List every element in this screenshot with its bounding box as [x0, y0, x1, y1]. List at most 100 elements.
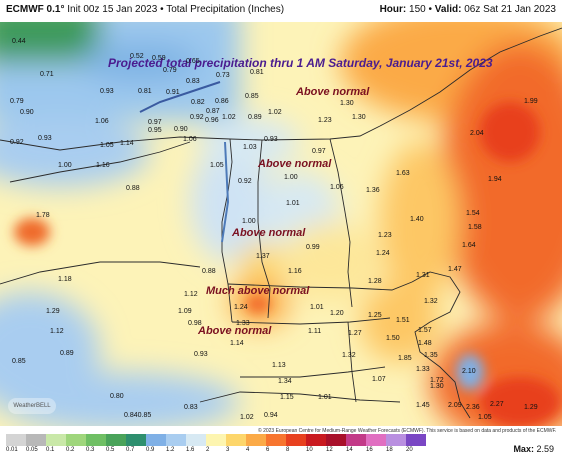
colorbar-swatch — [246, 434, 266, 446]
precip-value: 1.58 — [468, 224, 482, 231]
precip-value: 1.63 — [396, 170, 410, 177]
copyright-text: © 2023 European Centre for Medium-Range … — [258, 428, 557, 434]
precip-value: 0.83 — [184, 404, 198, 411]
precip-value: 1.02 — [222, 114, 236, 121]
colorbar-tick-label: 0.9 — [146, 447, 155, 453]
border-nh-me — [329, 138, 353, 308]
precip-value: 0.79 — [163, 67, 177, 74]
colorbar-tick-label: 6 — [266, 447, 270, 453]
precip-value: 1.33 — [236, 320, 250, 327]
precip-value: 1.00 — [284, 174, 298, 181]
colorbar-swatch — [146, 434, 166, 446]
colorbar-swatch — [366, 434, 386, 446]
colorbar-swatch — [206, 434, 226, 446]
precip-value: 1.20 — [330, 310, 344, 317]
precip-value: 0.65 — [186, 58, 200, 65]
precip-value: 0.93 — [264, 136, 278, 143]
precip-value: 1.27 — [348, 330, 362, 337]
precip-value: 0.44 — [12, 38, 26, 45]
colorbar-tick-label: 12 — [326, 447, 333, 453]
colorbar-tick-label: 0.2 — [66, 447, 75, 453]
precip-value: 0.99 — [306, 244, 320, 251]
precip-value: 0.92 — [190, 114, 204, 121]
colorbar-tick-label: 14 — [346, 447, 353, 453]
precip-value: 0.93 — [194, 351, 208, 358]
precip-value: 1.24 — [376, 250, 390, 257]
colorbar-swatch — [66, 434, 86, 446]
valid-label: Valid: — [434, 4, 462, 15]
model-name: ECMWF 0.1° — [6, 4, 65, 15]
precip-value: 1.00 — [242, 218, 256, 225]
precip-value: 1.15 — [280, 394, 294, 401]
precip-value: 0.88 — [202, 268, 216, 275]
colorbar-tick-label: 2 — [206, 447, 210, 453]
precip-value: 1.54 — [466, 210, 480, 217]
precip-value: 1.31 — [416, 272, 430, 279]
colorbar-swatch — [6, 434, 26, 446]
precip-value: 1.78 — [36, 212, 50, 219]
precip-value: 1.23 — [378, 232, 392, 239]
precip-value: 1.01 — [310, 304, 324, 311]
precip-value: 1.05 — [100, 142, 114, 149]
colorbar-tick-label: 0.01 — [6, 447, 18, 453]
precip-value: 1.72 — [430, 377, 444, 384]
precip-value: 2.36 — [466, 404, 480, 411]
precip-value: 0.82 — [191, 99, 205, 106]
header-right: Hour: 150 • Valid: 06z Sat 21 Jan 2023 — [379, 4, 556, 15]
max-label: Max: — [513, 444, 534, 454]
precip-value: 2.27 — [490, 401, 504, 408]
precip-value: 0.52 — [130, 53, 144, 60]
precip-value: 1.11 — [308, 328, 322, 335]
colorbar-ticks: 0.01 0.05 0.1 0.2 0.3 0.5 0.7 0.9 1.2 1.6 2 3 4 6 8 10 1… — [6, 447, 426, 457]
precip-value: 0.92 — [238, 178, 252, 185]
precip-value: 1.02 — [268, 109, 282, 116]
precip-value: 0.73 — [216, 72, 230, 79]
precip-value: 0.88 — [126, 185, 140, 192]
precip-value: 1.32 — [342, 352, 356, 359]
region-label: Above normal — [198, 325, 272, 337]
precip-value: 0.71 — [40, 71, 54, 78]
precip-value: 1.47 — [448, 266, 462, 273]
precip-value: 1.24 — [234, 304, 248, 311]
precip-value: 0.94 — [264, 412, 278, 419]
precip-value: 1.99 — [524, 98, 538, 105]
lake-champlain — [221, 141, 230, 243]
precip-value: 1.30 — [340, 100, 354, 107]
colorbar-tick-label: 0.3 — [86, 447, 95, 453]
colorbar-swatch — [326, 434, 346, 446]
precip-value: 0.90 — [20, 109, 34, 116]
lake-ontario-shore — [9, 141, 191, 183]
precip-value: 1.14 — [120, 140, 134, 147]
precip-value: 0.93 — [100, 88, 114, 95]
colorbar-tick-label: 3 — [226, 447, 230, 453]
precip-value: 0.85 — [12, 358, 26, 365]
colorbar-tick-label: 0.7 — [126, 447, 135, 453]
boundaries — [0, 27, 562, 419]
precip-value: 1.30 — [352, 114, 366, 121]
precip-value: 1.45 — [416, 402, 430, 409]
border-vt-nh — [257, 139, 271, 319]
border-ct-north — [240, 366, 386, 378]
precip-value: 0.83 — [186, 78, 200, 85]
precip-value: 0.98 — [188, 320, 202, 327]
border-canada-us — [0, 27, 562, 151]
precip-value: 1.37 — [256, 253, 270, 260]
precip-value: 0.96 — [205, 117, 219, 124]
colorbar-swatch — [306, 434, 326, 446]
colorbar-swatch — [186, 434, 206, 446]
colorbar-tick-label: 0.1 — [46, 447, 55, 453]
hour-value: 150 — [409, 4, 426, 15]
colorbar-legend: 0.01 0.05 0.1 0.2 0.3 0.5 0.7 0.9 1.2 1.6 2 3 4 6 8 10 1… — [0, 434, 562, 460]
precip-value: 1.23 — [318, 117, 332, 124]
precip-value: 1.01 — [318, 394, 332, 401]
precip-value: 0.90 — [174, 126, 188, 133]
border-ct-ri — [347, 321, 357, 403]
precip-value: 0.59 — [152, 55, 166, 62]
precip-value: 1.51 — [396, 317, 410, 324]
precip-value: 1.85 — [398, 355, 412, 362]
hour-label: Hour: — [379, 4, 407, 15]
colorbar-tick-label: 18 — [386, 447, 393, 453]
precip-value: 0.85 — [245, 93, 259, 100]
colorbar-swatch — [346, 434, 366, 446]
